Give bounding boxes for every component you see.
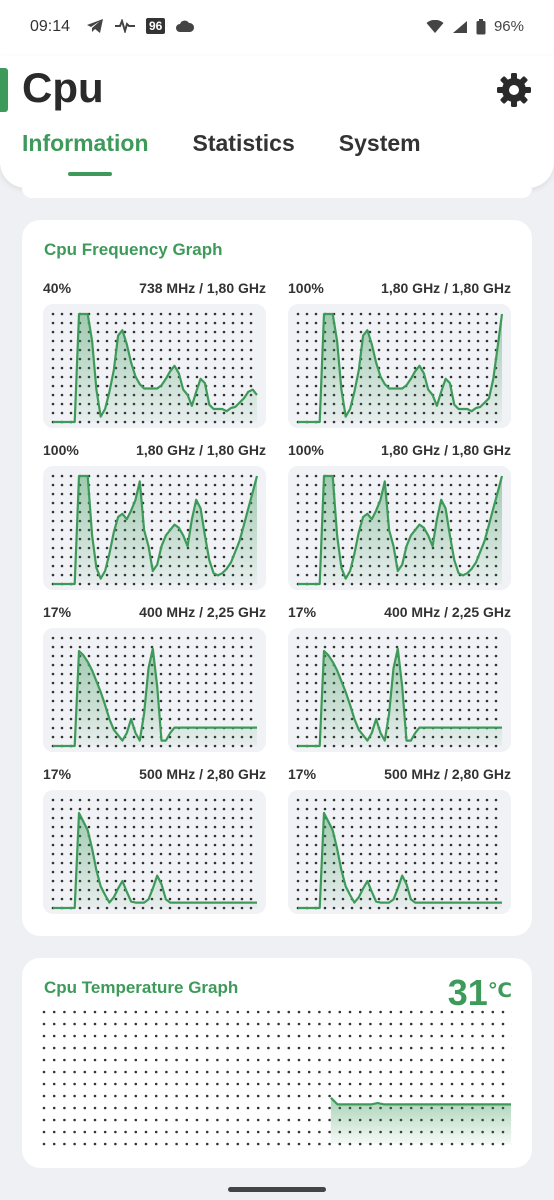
series-area [53, 476, 257, 584]
core-usage-percent: 17% [288, 604, 317, 620]
home-indicator [228, 1187, 326, 1192]
core-usage-percent: 17% [43, 766, 72, 782]
previous-card-edge [22, 188, 532, 198]
cloud-icon [176, 20, 195, 32]
core-graph: 100% 1,80 GHz / 1,80 GHz [288, 280, 511, 432]
series-area [330, 1097, 511, 1144]
tab-bar: Information Statistics System [22, 130, 421, 176]
status-time: 09:14 [30, 18, 71, 35]
series-line [298, 647, 502, 748]
core-usage-percent: 17% [288, 766, 317, 782]
core-frequency-chart [43, 466, 266, 590]
title-accent-bar [0, 68, 8, 112]
series-line [298, 312, 504, 424]
app-header: Cpu Information Statistics System [0, 56, 554, 188]
waveform-icon [115, 19, 135, 33]
cpu-frequency-card: Cpu Frequency Graph 40% 738 MHz / 1,80 G… [22, 220, 532, 936]
core-graph: 100% 1,80 GHz / 1,80 GHz [288, 442, 511, 594]
tab-system[interactable]: System [338, 130, 421, 156]
core-frequency: 500 MHz / 2,80 GHz [384, 766, 511, 782]
core-frequency-chart [288, 628, 511, 752]
core-graph: 17% 500 MHz / 2,80 GHz [288, 766, 511, 918]
page-title: Cpu [22, 64, 104, 111]
core-graph: 40% 738 MHz / 1,80 GHz [43, 280, 266, 432]
core-frequency: 1,80 GHz / 1,80 GHz [136, 442, 266, 458]
core-frequency: 500 MHz / 2,80 GHz [139, 766, 266, 782]
series-line [53, 312, 258, 424]
series-area [298, 476, 502, 584]
core-usage-percent: 40% [43, 280, 72, 296]
core-usage-percent: 100% [43, 442, 79, 458]
series-line [53, 474, 259, 586]
temperature-chart [42, 1010, 512, 1146]
telegram-icon [87, 19, 103, 33]
core-frequency-chart [288, 790, 511, 914]
series-area [53, 314, 257, 422]
tab-statistics[interactable]: Statistics [192, 130, 295, 156]
series-area [298, 648, 502, 746]
core-graph: 100% 1,80 GHz / 1,80 GHz [43, 442, 266, 594]
temperature-unit: ℃ [487, 980, 512, 1002]
series-line [330, 1097, 511, 1106]
core-frequency-chart [288, 466, 511, 590]
core-frequency: 1,80 GHz / 1,80 GHz [381, 280, 511, 296]
core-frequency: 738 MHz / 1,80 GHz [139, 280, 266, 296]
core-frequency-chart [43, 628, 266, 752]
cpu-temperature-card: Cpu Temperature Graph 31℃ [22, 958, 532, 1168]
core-frequency-chart [43, 304, 266, 428]
series-line [53, 811, 257, 910]
series-area [298, 314, 502, 422]
core-frequency-chart [288, 304, 511, 428]
series-area [298, 813, 502, 908]
core-frequency-chart [43, 790, 266, 914]
series-line [53, 647, 257, 748]
signal-icon [452, 20, 467, 33]
series-line [298, 811, 502, 910]
temperature-readout: 31℃ [448, 972, 512, 1014]
card-title: Cpu Frequency Graph [44, 240, 223, 259]
card-title: Cpu Temperature Graph [44, 978, 239, 997]
battery-percent: 96% [493, 18, 524, 35]
series-area [53, 648, 257, 746]
series-area [53, 813, 257, 908]
notification-badge: 96 [146, 18, 166, 34]
core-usage-percent: 17% [43, 604, 72, 620]
grid-dots [42, 1010, 512, 1146]
core-usage-percent: 100% [288, 280, 324, 296]
status-bar: 09:14 96 96% [0, 0, 554, 56]
battery-icon [476, 18, 486, 34]
temperature-value: 31 [447, 972, 488, 1013]
core-frequency: 1,80 GHz / 1,80 GHz [381, 442, 511, 458]
core-graph: 17% 400 MHz / 2,25 GHz [288, 604, 511, 756]
core-graph: 17% 400 MHz / 2,25 GHz [43, 604, 266, 756]
core-graph: 17% 500 MHz / 2,80 GHz [43, 766, 266, 918]
core-usage-percent: 100% [288, 442, 324, 458]
series-line [298, 474, 504, 586]
core-frequency: 400 MHz / 2,25 GHz [139, 604, 266, 620]
core-frequency: 400 MHz / 2,25 GHz [384, 604, 511, 620]
gear-icon[interactable] [496, 72, 532, 108]
tab-information[interactable]: Information [22, 130, 149, 176]
wifi-icon [426, 19, 444, 33]
